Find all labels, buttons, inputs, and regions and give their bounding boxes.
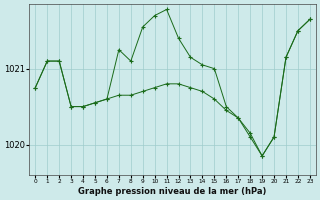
X-axis label: Graphe pression niveau de la mer (hPa): Graphe pression niveau de la mer (hPa) [78,187,267,196]
